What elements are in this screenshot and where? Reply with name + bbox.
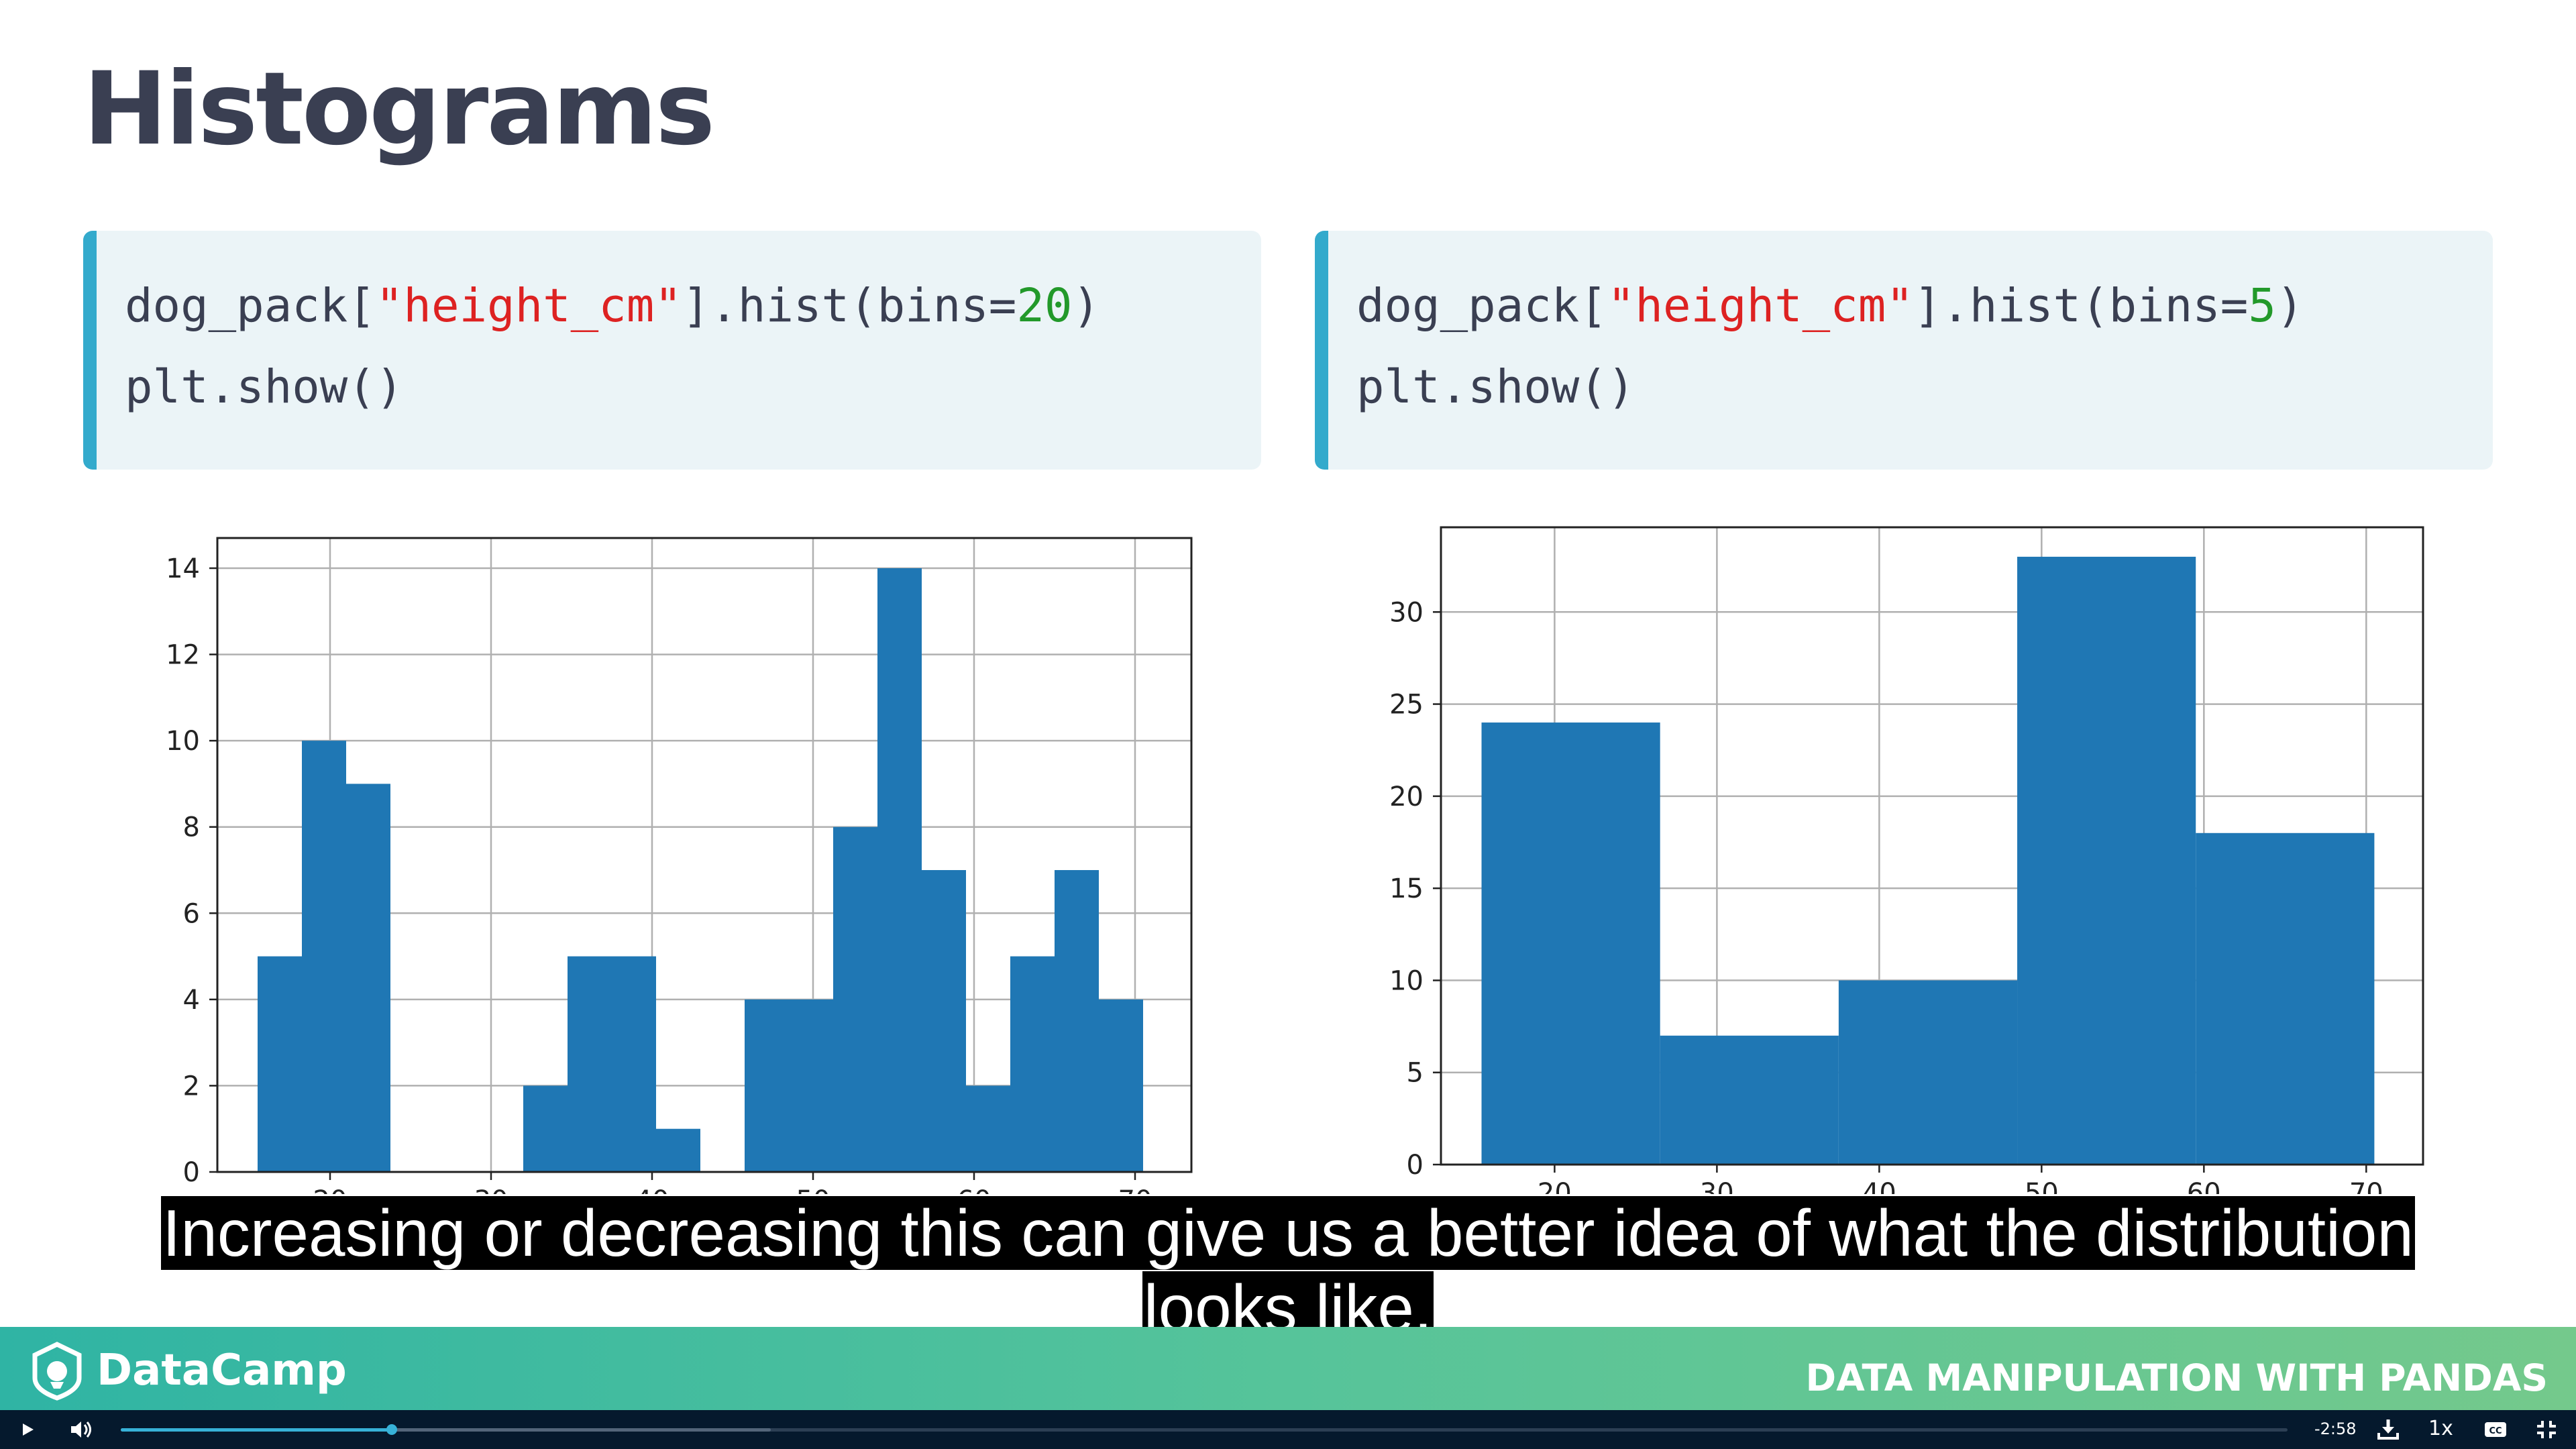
y-tick-label: 10 (1389, 965, 1424, 996)
histogram-bar (833, 826, 877, 1172)
captions-icon[interactable]: CC (2482, 1417, 2509, 1442)
histogram-bar (922, 870, 966, 1172)
y-tick-label: 2 (183, 1071, 200, 1102)
x-tick-label: 30 (1700, 1178, 1734, 1194)
histogram-bar (568, 956, 612, 1172)
histogram-bar (523, 1085, 568, 1172)
datacamp-logo-icon (32, 1342, 82, 1401)
x-tick-label: 40 (1862, 1178, 1896, 1194)
y-tick-label: 15 (1389, 873, 1424, 904)
slide-title: Histograms (83, 51, 715, 168)
histogram-bar (258, 956, 302, 1172)
y-tick-label: 20 (1389, 782, 1424, 812)
volume-icon[interactable] (67, 1417, 94, 1442)
progress-buffered (121, 1428, 771, 1432)
play-icon[interactable] (17, 1417, 38, 1442)
axes-frame (1440, 526, 2424, 1166)
y-tick-label: 10 (166, 726, 200, 757)
histogram-bar (612, 956, 656, 1172)
histogram-bar (1055, 870, 1099, 1172)
y-tick-label: 6 (183, 898, 200, 929)
y-tick-label: 5 (1407, 1058, 1424, 1089)
histogram-bar (1481, 722, 1660, 1165)
y-tick-label: 0 (1407, 1150, 1424, 1181)
x-tick-label: 60 (2187, 1178, 2221, 1194)
code-block-bins-5: dog_pack["height_cm"].hist(bins=5) plt.s… (1315, 231, 2493, 470)
y-tick-label: 30 (1389, 597, 1424, 628)
y-tick-label: 25 (1389, 690, 1424, 720)
histogram-bar (2017, 556, 2196, 1165)
histogram-bar (745, 999, 789, 1172)
progress-played (121, 1428, 392, 1432)
code-block-bins-20: dog_pack["height_cm"].hist(bins=20) plt.… (83, 231, 1261, 470)
histogram-bar (1010, 956, 1055, 1172)
x-tick-label: 50 (2025, 1178, 2059, 1194)
y-tick-label: 4 (183, 985, 200, 1016)
x-tick-label: 40 (635, 1185, 669, 1194)
x-tick-label: 50 (796, 1185, 830, 1194)
histogram-bar (302, 741, 346, 1172)
progress-handle[interactable] (386, 1424, 397, 1435)
datacamp-logo: DataCamp (27, 1340, 347, 1401)
histogram-bar (789, 999, 833, 1172)
x-tick-label: 30 (474, 1185, 508, 1194)
histogram-bins-20: 0 2 4 6 8 10 12 14 20 30 40 50 60 70 (166, 537, 1193, 1194)
x-tick-label: 20 (313, 1185, 347, 1194)
svg-text:CC: CC (2489, 1426, 2502, 1436)
y-tick-label: 14 (166, 553, 200, 584)
code-line-1: dog_pack["height_cm"].hist(bins=5) (1356, 279, 2304, 333)
histogram-bar (877, 568, 922, 1172)
code-line-2: plt.show() (1356, 360, 1635, 414)
video-player-bar: -2:58 1x CC (0, 1410, 2576, 1449)
x-tick-label: 60 (957, 1185, 991, 1194)
histogram-bar (656, 1128, 700, 1172)
x-tick-label: 70 (1118, 1185, 1152, 1194)
code-line-1: dog_pack["height_cm"].hist(bins=20) (125, 279, 1100, 333)
axes-frame (216, 537, 1193, 1173)
x-tick-label: 20 (1538, 1178, 1572, 1194)
playback-speed-button[interactable]: 1x (2428, 1417, 2453, 1440)
y-tick-label: 0 (183, 1157, 200, 1188)
caption-text: Increasing or decreasing this can give u… (161, 1196, 2415, 1345)
download-icon[interactable] (2375, 1417, 2402, 1442)
histogram-bar (1660, 1035, 1839, 1165)
y-tick-label: 8 (183, 812, 200, 843)
time-remaining: -2:58 (2314, 1419, 2357, 1438)
histogram-bar (346, 784, 390, 1172)
histogram-bar (2196, 833, 2375, 1165)
histogram-bar (1099, 999, 1143, 1172)
slide-footer: DataCamp DATA MANIPULATION WITH PANDAS (0, 1327, 2576, 1410)
code-line-2: plt.show() (125, 360, 404, 414)
course-title: DATA MANIPULATION WITH PANDAS (1805, 1356, 2548, 1399)
progress-bar[interactable] (121, 1424, 2288, 1435)
x-tick-label: 70 (2349, 1178, 2383, 1194)
histogram-bar (1838, 980, 2018, 1165)
histogram-bar (966, 1085, 1010, 1172)
histogram-bins-5: 0 5 10 15 20 25 30 20 30 40 50 60 70 (1389, 526, 2424, 1194)
fullscreen-icon[interactable] (2533, 1417, 2560, 1442)
y-tick-label: 12 (166, 640, 200, 671)
logo-text: DataCamp (97, 1346, 347, 1395)
subtitle-caption: Increasing or decreasing this can give u… (83, 1195, 2493, 1346)
